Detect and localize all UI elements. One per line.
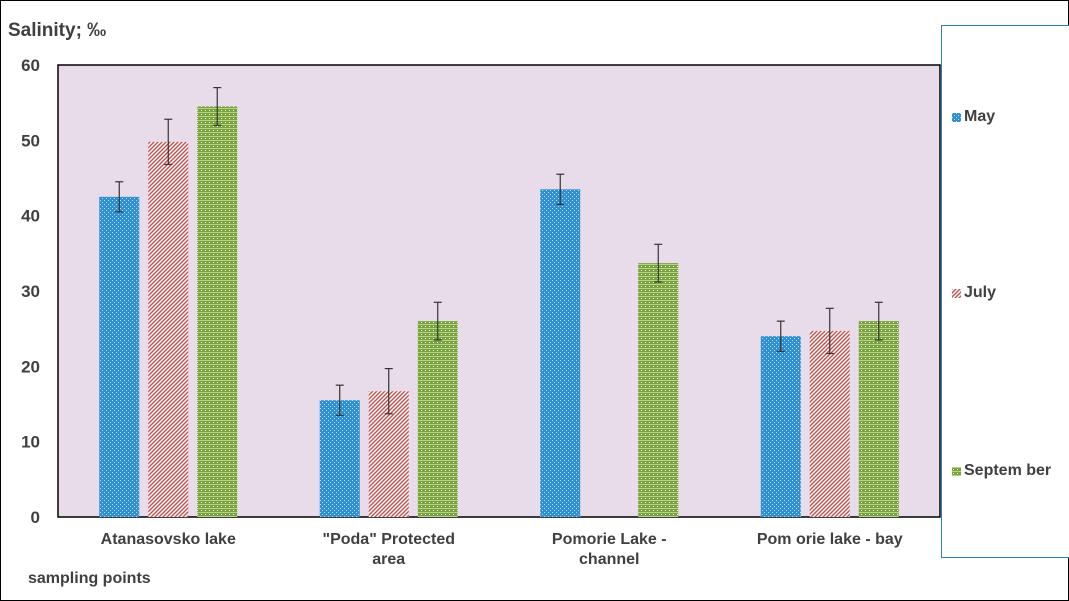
x-tick-labels: Atanasovsko lake "Poda" Protected area Pomo…: [101, 531, 903, 568]
legend-swatch: [952, 466, 961, 476]
error-bar-may-0: [115, 181, 124, 213]
error-bar-september-3: [874, 301, 883, 341]
bar-september-0: [197, 106, 238, 517]
bar-july-3: [809, 330, 850, 517]
y-tick-label: 20: [21, 357, 40, 376]
bar-may-3: [760, 336, 801, 517]
bar-september-2: [638, 263, 679, 517]
y-tick-labels: 0 10 20 30 40 50 60: [21, 56, 40, 527]
x-tick-label: "Poda" Protected area: [322, 531, 455, 568]
legend-item-september: Septem ber: [952, 462, 1051, 480]
legend: May July Septem ber: [941, 25, 1069, 558]
bar-may-2: [540, 189, 581, 518]
legend-label: Septem ber: [964, 462, 1052, 479]
legend-item-may: May: [952, 108, 995, 126]
legend-label: July: [964, 284, 997, 301]
legend-item-july: July: [952, 284, 996, 302]
y-tick-label: 10: [21, 433, 40, 452]
error-bar-july-0: [164, 118, 173, 166]
bars-layer: [99, 106, 899, 518]
bar-september-1: [417, 321, 458, 517]
error-bar-september-0: [213, 86, 222, 126]
error-bar-july-3: [825, 307, 834, 355]
y-tick-label: 40: [21, 207, 40, 226]
legend-label: May: [964, 108, 996, 125]
bar-may-0: [99, 196, 140, 518]
x-axis-title: sampling points: [28, 570, 151, 587]
error-bar-july-1: [384, 367, 393, 415]
bar-july-0: [148, 141, 189, 517]
y-tick-label: 30: [21, 282, 40, 301]
x-tick-label: Atanasovsko lake: [101, 531, 236, 548]
bar-may-1: [319, 400, 360, 517]
legend-swatch: [952, 112, 961, 122]
y-axis-title: Salinity; ‰: [8, 20, 107, 41]
y-tick-label: 0: [31, 508, 40, 527]
legend-swatch: [952, 288, 961, 298]
error-bars-layer: [115, 86, 883, 416]
plot-area: [57, 64, 941, 518]
y-tick-label: 50: [21, 131, 40, 150]
x-tick-label: Pomorie Lake -channel: [552, 531, 667, 568]
bar-september-3: [858, 321, 899, 517]
error-bar-september-1: [433, 301, 442, 341]
error-bar-may-3: [776, 320, 785, 352]
y-tick-label: 60: [21, 56, 40, 75]
error-bar-may-1: [335, 384, 344, 416]
x-tick-label: Pom orie lake - bay: [757, 531, 903, 548]
error-bar-september-2: [654, 243, 663, 283]
error-bar-may-2: [556, 173, 565, 205]
